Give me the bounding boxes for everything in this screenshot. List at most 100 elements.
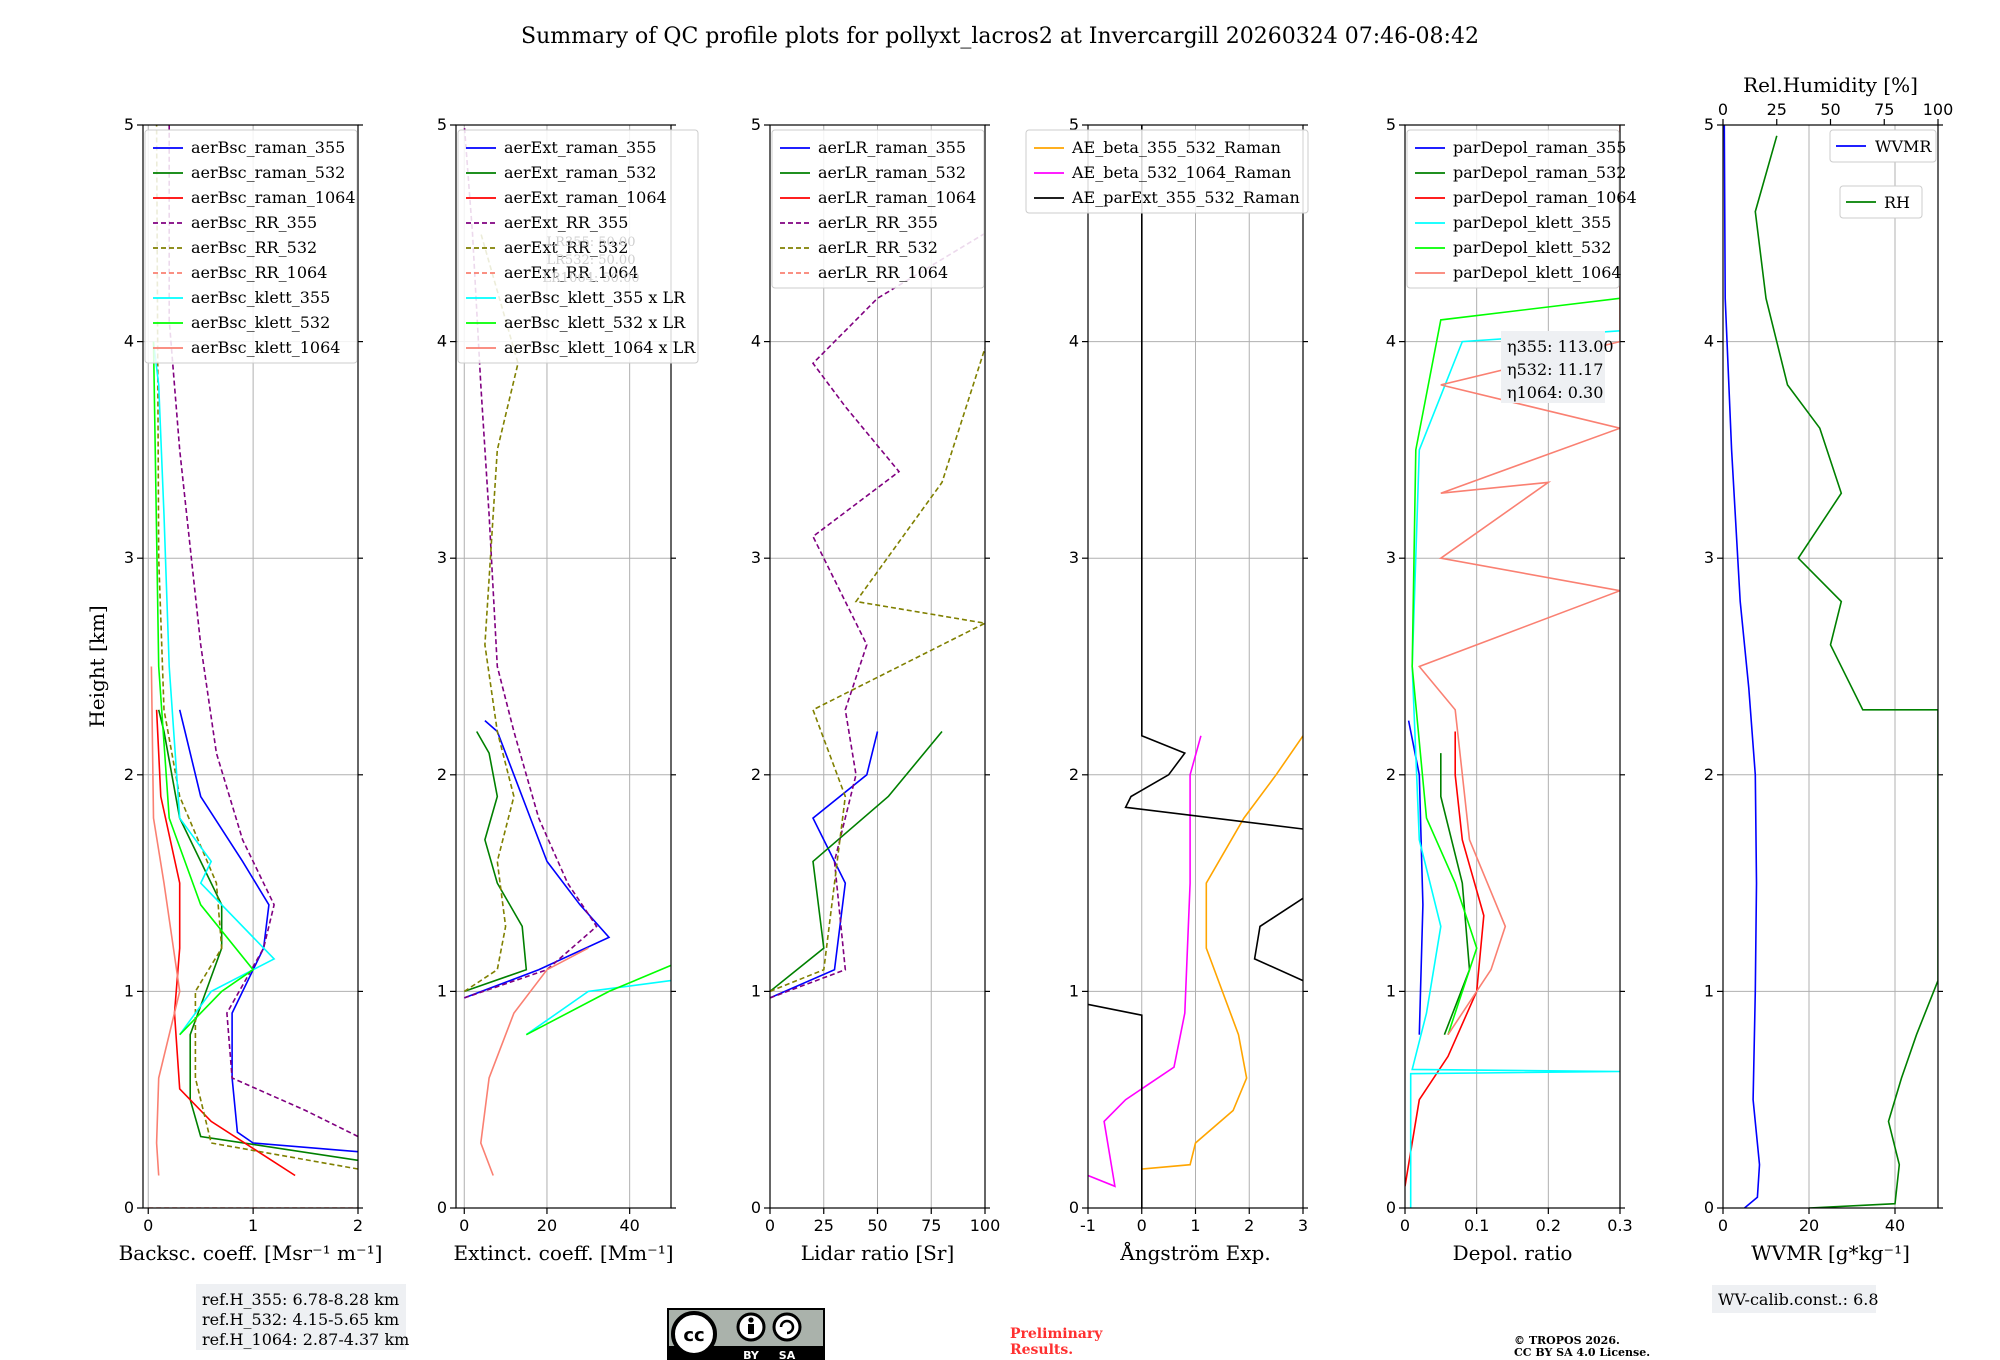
series-line-ae-parext-355-532-raman [1088, 1003, 1143, 1208]
legend-label: WVMR [1875, 137, 1932, 156]
series-line-pardepol-klett-355 [1409, 330, 1620, 1208]
y-tick-label: 3 [751, 548, 761, 567]
series-line-aerbsc-klett-355 [152, 341, 276, 1036]
series-group [770, 232, 985, 999]
y-tick-label: 5 [437, 115, 447, 134]
legend-label: parDepol_klett_355 [1453, 213, 1611, 232]
x-tick-label: 3 [1298, 1216, 1308, 1235]
y-tick-label: 3 [437, 548, 447, 567]
x-tick-label: 0.2 [1536, 1216, 1561, 1235]
legend-label: aerExt_raman_1064 [504, 188, 667, 207]
series-line-wvmr [1723, 125, 1761, 1208]
legend-label: aerBsc_raman_532 [191, 163, 345, 182]
y-tick-label: 0 [437, 1198, 447, 1217]
copyright-line-2: CC BY SA 4.0 License. [1514, 1346, 1650, 1359]
panels-group: 0 1 2 3 4 5 0 1 2 Backsc. coeff. [Msr⁻¹ m⁻¹] Heigh… [85, 73, 1953, 1265]
panel-5: 0 1 2 3 4 5 0 0.1 0.2 0.3 Depol. ratio parDepol_ram… [1386, 115, 1637, 1265]
legend-label: AE_beta_355_532_Raman [1071, 138, 1281, 157]
y-tick-label: 3 [1704, 548, 1714, 567]
legend-label: parDepol_klett_1064 [1453, 263, 1622, 282]
legend-label: aerLR_RR_1064 [818, 263, 948, 282]
x-tick-label: 2 [353, 1216, 363, 1235]
series-line-aerbsc-klett-532-x-lr [525, 964, 671, 1036]
series-line-aerlr-rr-532 [770, 347, 985, 993]
y-axis-label: Height [km] [85, 605, 109, 727]
top-x-tick-label: 0 [1718, 100, 1728, 119]
series-line-aerext-rr-355 [463, 125, 598, 999]
y-tick-label: 2 [1386, 765, 1396, 784]
lr-faint-text: LR532: 50.00 [547, 253, 636, 268]
x-axis-label: Lidar ratio [Sr] [801, 1241, 955, 1265]
wv-calib-box-bg [1712, 1285, 1876, 1313]
legend-frame [1829, 129, 1937, 163]
legend: parDepol_raman_355 parDepol_raman_532 parD… [1406, 129, 1637, 289]
x-tick-label: 0.1 [1464, 1216, 1489, 1235]
y-tick-label: 0 [1386, 1198, 1396, 1217]
legend-label: aerLR_RR_355 [818, 213, 938, 232]
series-line-pardepol-klett-532 [1411, 297, 1620, 1035]
legend-label: aerBsc_klett_1064 [191, 338, 340, 357]
x-axis-label: Extinct. coeff. [Mm⁻¹] [453, 1241, 673, 1265]
x-axis-label: WVMR [g*kg⁻¹] [1751, 1241, 1910, 1265]
x-tick-label: 0 [143, 1216, 153, 1235]
x-tick-label: 20 [537, 1216, 557, 1235]
series-line-pardepol-raman-1064 [1405, 731, 1485, 1187]
x-tick-label: 1 [1190, 1216, 1200, 1235]
preliminary-line-2: Results. [1010, 1342, 1073, 1358]
preliminary-line-1: Preliminary [1010, 1326, 1103, 1342]
eta-text: η1064: 0.30 [1507, 383, 1603, 402]
ref-height-355: ref.H_355: 6.78-8.28 km [202, 1290, 399, 1309]
legend-label: parDepol_raman_355 [1453, 138, 1626, 157]
legend-label: AE_beta_532_1064_Raman [1071, 163, 1291, 182]
top-x-tick-label: 75 [1874, 100, 1894, 119]
by-person-head [748, 1317, 754, 1323]
y-tick-label: 5 [1386, 115, 1396, 134]
legend-label: aerBsc_raman_355 [191, 138, 345, 157]
legend-label: aerExt_raman_532 [504, 163, 657, 182]
ref-height-1064: ref.H_1064: 2.87-4.37 km [202, 1330, 409, 1349]
y-tick-label: 3 [1069, 548, 1079, 567]
y-tick-label: 2 [1069, 765, 1079, 784]
ref-height-box-bg [196, 1284, 406, 1350]
x-tick-label: 25 [814, 1216, 834, 1235]
y-tick-label: 4 [1069, 332, 1079, 351]
legend-frame [771, 129, 985, 289]
x-tick-label: 2 [1244, 1216, 1254, 1235]
legend: aerBsc_raman_355 aerBsc_raman_532 aerBsc_r… [144, 129, 358, 364]
legend-label: aerBsc_raman_1064 [191, 188, 356, 207]
x-tick-label: 0 [459, 1216, 469, 1235]
legend-label: aerBsc_klett_355 [191, 288, 330, 307]
legend-label: aerBsc_klett_532 x LR [504, 313, 686, 332]
series-line-aerbsc-rr-532 [155, 125, 358, 1170]
y-tick-label: 2 [437, 765, 447, 784]
cc-icon-text: cc [683, 1325, 704, 1346]
series-line-aerbsc-klett-1064 [150, 666, 181, 1176]
y-tick-label: 5 [124, 115, 134, 134]
legend: aerLR_raman_355 aerLR_raman_532 aerLR_rama… [771, 129, 985, 289]
legend-frame [457, 129, 699, 364]
panel-1: 0 1 2 3 4 5 0 1 2 Backsc. coeff. [Msr⁻¹ m⁻¹] Heigh… [85, 115, 382, 1265]
legend-label: aerBsc_RR_532 [191, 238, 317, 257]
legend-label: RH [1884, 193, 1910, 212]
series-line-aerext-raman-355 [464, 719, 611, 999]
x-tick-label: 100 [970, 1216, 1001, 1235]
figure-title: Summary of QC profile plots for pollyxt_… [521, 24, 1479, 49]
series-line-aerlr-raman-532 [770, 730, 943, 993]
legend-label: parDepol_raman_532 [1453, 163, 1626, 182]
x-tick-label: 1 [248, 1216, 258, 1235]
y-tick-label: 1 [1386, 981, 1396, 1000]
legend-label: aerExt_RR_532 [504, 238, 628, 257]
badge-by-text: BY [743, 1349, 760, 1360]
series-line-aerext-rr-532 [463, 233, 519, 993]
y-tick-label: 4 [1704, 332, 1714, 351]
y-tick-label: 0 [1069, 1198, 1079, 1217]
wv-calib-text: WV-calib.const.: 6.8 [1718, 1290, 1879, 1309]
series-line-aerbsc-klett-1064-x-lr [479, 947, 589, 1176]
x-axis-label: Backsc. coeff. [Msr⁻¹ m⁻¹] [119, 1241, 383, 1265]
series-line-pardepol-klett-1064 [1417, 125, 1620, 1036]
series-group [463, 125, 671, 1176]
x-tick-label: 0.3 [1607, 1216, 1632, 1235]
